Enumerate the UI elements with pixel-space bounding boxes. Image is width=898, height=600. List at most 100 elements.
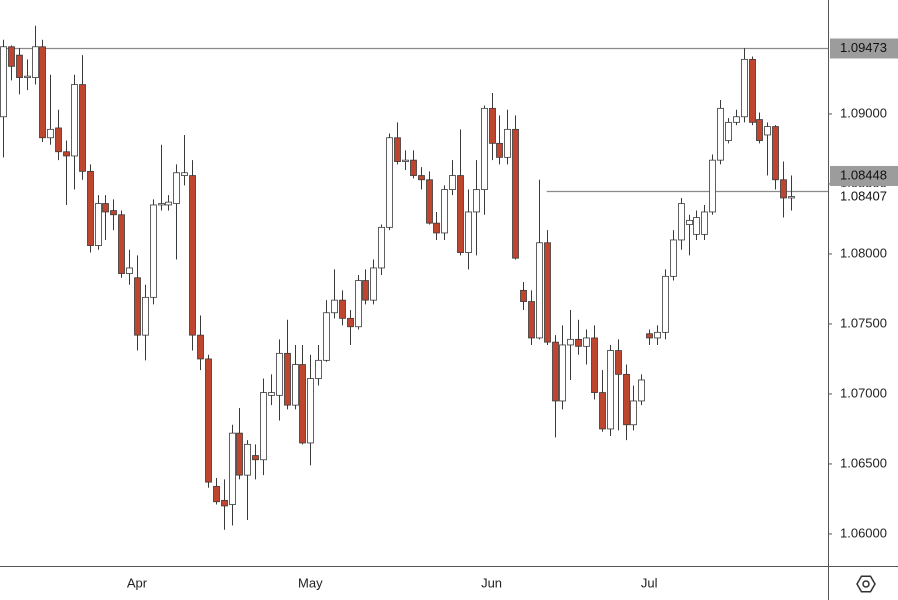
- x-tick-label: Apr: [127, 575, 148, 590]
- candle-body: [402, 159, 409, 162]
- candle-body: [331, 299, 338, 314]
- candle-body: [654, 331, 661, 339]
- candle-body: [733, 116, 740, 123]
- candle-body: [544, 242, 551, 343]
- candle-body: [292, 364, 299, 406]
- candle-body: [47, 128, 54, 139]
- candle-body: [725, 121, 732, 141]
- candle-body: [788, 196, 795, 199]
- candle-body: [686, 219, 693, 225]
- settings-icon[interactable]: [856, 575, 876, 593]
- candle-body: [110, 210, 117, 216]
- candle-body: [323, 312, 330, 361]
- candle-body: [276, 352, 283, 396]
- candle-body: [55, 127, 62, 153]
- candle-body: [213, 485, 220, 503]
- candle-body: [449, 175, 456, 190]
- candle-body: [599, 392, 606, 430]
- candle-body: [630, 400, 637, 426]
- settings-dot[interactable]: [862, 580, 870, 588]
- y-tick-label: 1.07000: [840, 385, 887, 400]
- candle-body: [315, 359, 322, 379]
- y-tick-label: 1.06000: [840, 525, 887, 540]
- candle-body: [772, 126, 779, 181]
- candle-body: [150, 204, 157, 298]
- candle-body: [764, 126, 771, 136]
- candle-body: [260, 392, 267, 461]
- candle-body: [709, 159, 716, 213]
- candle-body: [118, 214, 125, 274]
- candle-body: [693, 217, 700, 235]
- level-label: 1.09473: [840, 40, 887, 55]
- candle-body: [433, 222, 440, 234]
- candle-body: [71, 84, 78, 157]
- candle-body: [662, 275, 669, 333]
- level-label-box: [830, 38, 898, 59]
- candle-body: [39, 46, 46, 139]
- candle-body: [607, 350, 614, 430]
- candle-body: [126, 267, 133, 274]
- candle-body: [378, 226, 385, 269]
- candle-body: [236, 432, 243, 476]
- candle-body: [394, 137, 401, 162]
- candle-body: [638, 379, 645, 402]
- candle-body: [426, 179, 433, 224]
- candle-body: [512, 128, 519, 259]
- candle-body: [102, 203, 109, 213]
- candle-body: [717, 107, 724, 161]
- candle-body: [197, 334, 204, 360]
- candle-body: [158, 203, 165, 206]
- candle-body: [284, 352, 291, 406]
- last-price-label: 1.08407: [840, 188, 887, 203]
- level-label: 1.08448: [840, 167, 887, 182]
- candle-body: [559, 344, 566, 402]
- candle-body: [63, 151, 70, 157]
- candle-body: [370, 267, 377, 301]
- candle-body: [299, 364, 306, 444]
- candle-body: [16, 54, 23, 78]
- candle-body: [268, 392, 275, 396]
- candle-body: [536, 242, 543, 339]
- candle-body: [504, 128, 511, 158]
- candle-body: [583, 337, 590, 347]
- candle-body: [386, 137, 393, 228]
- x-tick-label: May: [298, 575, 323, 590]
- level-label-box: [830, 165, 898, 186]
- candle-body: [591, 337, 598, 393]
- candle-body: [0, 46, 7, 118]
- candle-body: [528, 301, 535, 339]
- candle-body: [142, 296, 149, 336]
- candle-body: [418, 175, 425, 181]
- candle-body: [229, 432, 236, 505]
- candle-body: [173, 172, 180, 204]
- candle-body: [473, 189, 480, 213]
- y-tick-label: 1.08000: [840, 245, 887, 260]
- candle-body: [670, 239, 677, 277]
- candle-body: [741, 58, 748, 118]
- x-tick-label: Jun: [481, 575, 502, 590]
- candle-body: [441, 189, 448, 234]
- candle-body: [749, 58, 756, 123]
- candle-body: [347, 317, 354, 328]
- candle-body: [520, 289, 527, 302]
- candle-body: [465, 211, 472, 253]
- last-price-box: [830, 186, 898, 207]
- candle-body: [362, 280, 369, 301]
- settings-hexagon[interactable]: [856, 575, 876, 593]
- candle-body: [32, 46, 39, 78]
- candle-body: [205, 358, 212, 483]
- candle-body: [24, 75, 31, 78]
- candle-body: [355, 280, 362, 328]
- candle-body: [489, 107, 496, 144]
- candle-body: [339, 299, 346, 319]
- candle-body: [252, 455, 259, 461]
- y-tick-label: 1.09000: [840, 105, 887, 120]
- candle-body: [701, 211, 708, 235]
- candle-body: [552, 341, 559, 402]
- y-tick-label: 1.07500: [840, 315, 887, 330]
- candle-body: [575, 338, 582, 347]
- candle-body: [780, 179, 787, 199]
- candle-body: [95, 203, 102, 246]
